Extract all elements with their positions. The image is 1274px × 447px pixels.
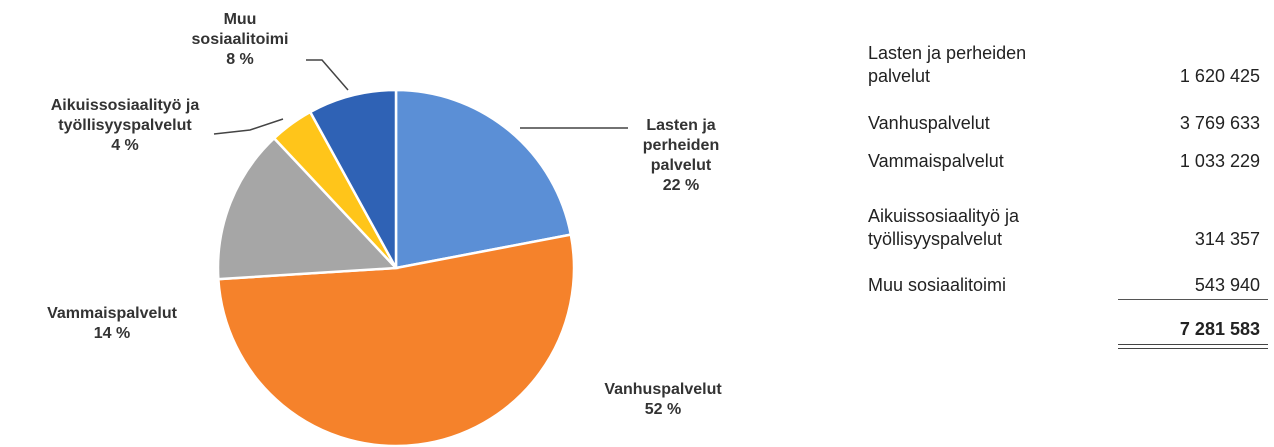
double-rule <box>1118 348 1268 349</box>
percent-label: 22 % <box>662 177 700 194</box>
row-value: 543 940 <box>1194 275 1260 295</box>
pie-slice <box>217 233 576 447</box>
total-value: 7 281 583 <box>1179 319 1260 339</box>
table-row: Lasten ja perheiden palvelut 1 620 425 <box>868 42 1260 88</box>
sum-rule <box>1118 299 1268 300</box>
category-label: Aikuissosiaalityö ja työllisyyspalvelut <box>50 97 200 134</box>
leader-line <box>213 118 284 135</box>
table-row: Muu sosiaalitoimi 543 940 <box>868 274 1260 297</box>
pie-slice <box>308 88 398 269</box>
row-value: 1 033 229 <box>1179 151 1260 171</box>
pie-slice <box>394 88 573 270</box>
slice-label: Muu sosiaalitoimi 8 % <box>180 10 300 70</box>
percent-label: 14 % <box>93 325 131 342</box>
row-value: 314 357 <box>1194 229 1260 249</box>
row-label: Lasten ja perheiden palvelut <box>868 43 1027 86</box>
row-value: 3 769 633 <box>1179 113 1260 133</box>
row-value: 1 620 425 <box>1179 66 1260 86</box>
row-label: Vammaispalvelut <box>868 151 1004 171</box>
table-row: Vanhuspalvelut 3 769 633 <box>868 112 1260 135</box>
category-label: Vammaispalvelut <box>47 305 177 322</box>
double-rule <box>1118 344 1268 345</box>
category-label: Muu sosiaalitoimi <box>191 11 289 48</box>
leader-line <box>306 59 349 91</box>
percent-label: 4 % <box>111 137 139 154</box>
percent-label: 8 % <box>226 51 254 68</box>
row-label: Vanhuspalvelut <box>868 113 990 133</box>
percent-label: 52 % <box>644 401 682 418</box>
row-label: Muu sosiaalitoimi <box>868 275 1007 295</box>
table-row: Aikuissosiaalityö ja työllisyyspalvelut … <box>868 205 1260 251</box>
slice-label: Vanhuspalvelut 52 % <box>563 380 763 420</box>
slice-label: Aikuissosiaalityö ja työllisyyspalvelut … <box>20 96 230 156</box>
category-label: Lasten ja perheiden palvelut <box>642 117 720 174</box>
table-row: Vammaispalvelut 1 033 229 <box>868 150 1260 173</box>
pie-slice <box>216 136 399 281</box>
category-label: Vanhuspalvelut <box>604 381 722 398</box>
slice-label: Lasten ja perheiden palvelut 22 % <box>626 116 736 196</box>
slice-label: Vammaispalvelut 14 % <box>2 304 222 344</box>
row-label: Aikuissosiaalityö ja työllisyyspalvelut <box>868 206 1020 249</box>
total-row: 7 281 583 <box>868 318 1260 341</box>
